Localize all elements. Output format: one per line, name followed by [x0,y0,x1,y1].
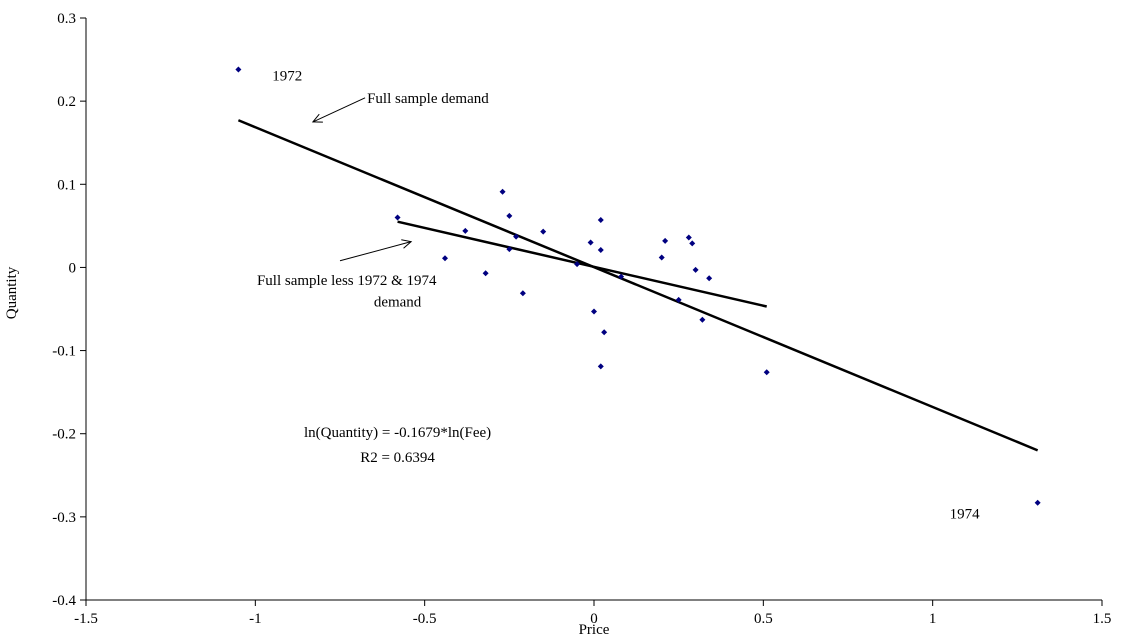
data-point [706,275,713,282]
arrow-head [401,239,413,249]
data-point [587,239,594,246]
full-sample-demand-line [237,119,1039,452]
x-tick-label: -0.5 [413,611,437,627]
arrow-head [311,113,323,123]
y-tick-label: 0 [69,260,77,276]
data-point [462,227,469,234]
data-point [685,234,692,241]
data-point [597,217,604,224]
data-point [601,329,608,336]
x-tick-label: -1 [249,611,262,627]
data-point [699,316,706,323]
y-tick-label: -0.2 [52,427,76,443]
annotation-label: R2 = 0.6394 [360,450,435,466]
annotation-arrow [312,97,366,123]
y-tick-label: 0.1 [57,177,76,193]
data-point [1034,499,1041,506]
data-point [235,66,242,73]
data-point [689,240,696,247]
data-point [506,212,513,219]
data-point [763,369,770,376]
annotation-label: 1972 [272,68,302,84]
x-tick-label: 1.5 [1093,611,1112,627]
annotation-label: Full sample demand [367,91,489,107]
data-point [519,290,526,297]
data-point [394,214,401,221]
annotation-label: 1974 [950,507,981,523]
regression-lines [237,119,1039,452]
annotation-label: ln(Quantity) = -0.1679*ln(Fee) [304,425,491,441]
data-point [675,296,682,303]
x-axis-title: Price [579,622,610,638]
data-point [662,237,669,244]
data-point [540,228,547,235]
data-point [591,308,597,315]
y-axis-title: Quantity [4,266,20,319]
x-tick-label: 0 [590,611,598,627]
data-point [597,363,604,370]
annotation-label: demand [374,295,422,311]
data-points [235,66,1041,506]
data-point [574,261,581,268]
y-tick-label: 0.2 [57,94,76,110]
y-tick-label: -0.1 [52,344,76,360]
y-axis: -0.4 -0.3 -0.2 -0.1 0 0.1 0.2 0.3 [52,11,87,609]
data-point [482,270,489,277]
data-point [506,246,513,253]
annotation-label: Full sample less 1972 & 1974 [257,273,437,289]
data-point [441,255,448,262]
x-tick-label: 0.5 [754,611,773,627]
data-point [597,246,604,253]
data-point [658,254,665,261]
data-point [618,273,625,280]
annotations: 1972 Full sample demand Full sample less 1… [257,68,980,522]
x-tick-label: 1 [929,611,937,627]
x-axis: -1.5 -1 -0.5 0 0.5 1 1.5 [74,599,1112,627]
less-1972-1974-demand-line [397,220,767,308]
y-tick-label: -0.3 [52,510,76,526]
y-tick-label: -0.4 [52,593,76,609]
data-point [692,266,699,273]
data-point [499,188,506,195]
y-tick-label: 0.3 [57,11,76,27]
x-tick-label: -1.5 [74,611,98,627]
annotation-arrow [339,241,412,262]
data-point [513,233,520,240]
